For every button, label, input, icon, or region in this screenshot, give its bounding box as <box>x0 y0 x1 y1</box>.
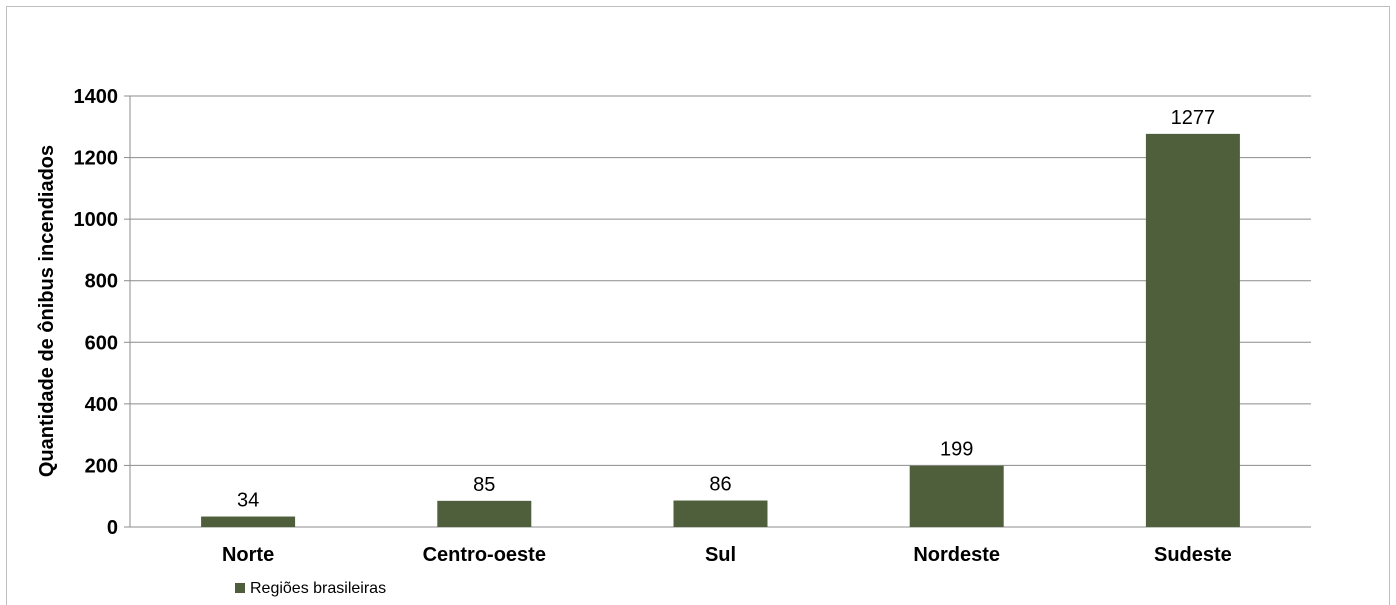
bar-norte <box>201 516 296 527</box>
data-labels: 34 85 86 199 1277 <box>237 107 1215 512</box>
y-tick-label: 200 <box>85 455 118 477</box>
data-label: 1277 <box>1171 107 1216 129</box>
x-category-label: Sul <box>705 544 736 566</box>
chart-frame <box>6 6 1390 605</box>
bars <box>201 133 1240 527</box>
bar-centro-oeste <box>437 500 532 527</box>
data-label: 86 <box>709 474 731 496</box>
data-label: 34 <box>237 490 259 512</box>
y-tick-label: 400 <box>85 394 118 416</box>
data-label: 199 <box>940 439 973 461</box>
x-category-label: Sudeste <box>1154 544 1232 566</box>
x-category-label: Norte <box>222 544 274 566</box>
y-tick-label: 1200 <box>74 148 119 170</box>
legend-entry: Regiões brasileiras <box>250 580 386 597</box>
bar-sul <box>673 500 768 527</box>
x-category-labels: Norte Centro-oeste Sul Nordeste Sudeste <box>222 544 1232 566</box>
x-category-label: Centro-oeste <box>423 544 546 566</box>
y-tick-label: 0 <box>107 517 118 539</box>
y-tick-label: 600 <box>85 332 118 354</box>
y-axis-title: Quantidade de ônibus incendiados <box>36 145 58 477</box>
bar-nordeste <box>909 465 1004 527</box>
legend: Regiões brasileiras <box>235 580 386 597</box>
y-tick-label: 1000 <box>74 209 119 231</box>
bar-sudeste <box>1145 133 1240 527</box>
legend-swatch <box>235 583 245 593</box>
y-tick-label: 800 <box>85 271 118 293</box>
gridlines <box>124 95 1311 528</box>
x-category-label: Nordeste <box>913 544 1000 566</box>
data-label: 85 <box>473 474 495 496</box>
y-tick-label: 1400 <box>74 86 119 108</box>
y-tick-labels: 0 200 400 600 800 1000 1200 1400 <box>74 86 119 539</box>
